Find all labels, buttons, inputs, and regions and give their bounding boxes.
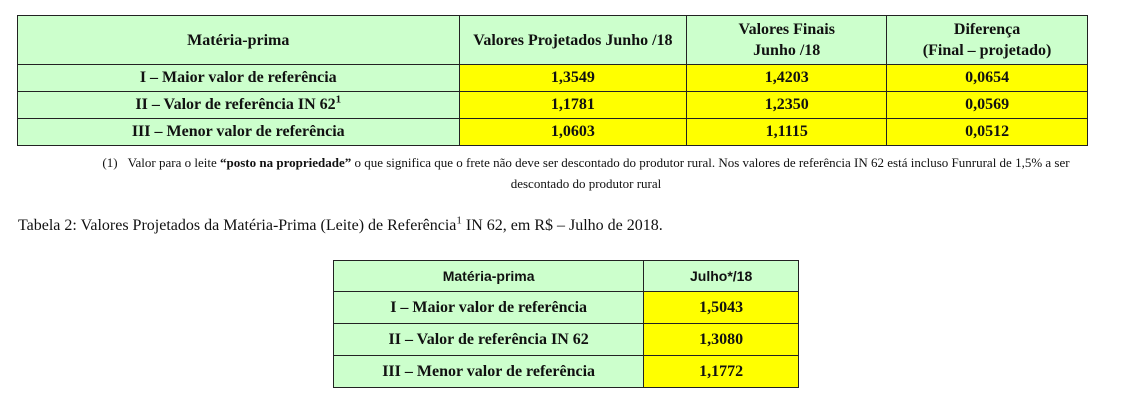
table-row: II – Valor de referência IN 621 1,1781 1… [17,91,1088,119]
table2-caption: Tabela 2: Valores Projetados da Matéria-… [18,214,663,234]
header-diferenca-line1: Diferença [953,21,1021,38]
header-valores-projetados: Valores Projetados Junho /18 [458,15,688,65]
table-row: I – Maior valor de referência 1,5043 [332,291,799,324]
table-row: II – Valor de referência IN 62 1,3080 [332,323,799,356]
table-footnote: (1) Valor para o leite “posto na propried… [78,152,1094,194]
header-diferenca-line2: (Final – projetado) [922,42,1052,59]
header-materia-prima: Matéria-prima [332,260,645,292]
row-label: I – Maior valor de referência [332,291,645,324]
table-header-row: Matéria-prima Julho*/18 [332,260,799,292]
table-header-row: Matéria-prima Valores Projetados Junho /… [17,15,1088,65]
final-value: 1,1115 [686,118,888,146]
header-valores-finais-line2: Junho /18 [753,42,821,59]
diferenca-value: 0,0512 [886,118,1088,146]
projetado-value: 1,0603 [458,118,688,146]
caption-sup: 1 [456,214,462,227]
julho-value: 1,1772 [643,355,799,388]
row-label: II – Valor de referência IN 62 [332,323,645,356]
footnote-text-before: Valor para o leite [127,155,220,170]
final-value: 1,4203 [686,64,888,92]
table-projected-values-july: Matéria-prima Julho*/18 I – Maior valor … [332,260,799,388]
footnote-bold-text: “posto na propriedade” [219,155,352,170]
footnote-marker: 1 [335,93,342,106]
diferenca-value: 0,0654 [886,64,1088,92]
header-valores-finais-line1: Valores Finais [738,21,835,38]
table-projected-values-june: Matéria-prima Valores Projetados Junho /… [17,15,1088,146]
row-label: I – Maior valor de referência [17,64,460,92]
projetado-value: 1,3549 [458,64,688,92]
header-materia-prima: Matéria-prima [17,15,460,65]
header-julho: Julho*/18 [643,260,799,292]
header-diferenca: Diferença (Final – projetado) [886,15,1088,65]
footnote-number: (1) [102,155,118,170]
header-valores-finais: Valores Finais Junho /18 [686,15,888,65]
julho-value: 1,3080 [643,323,799,356]
table-row: III – Menor valor de referência 1,1772 [332,355,799,388]
projetado-value: 1,1781 [458,91,688,119]
table-row: III – Menor valor de referência 1,0603 1… [17,118,1088,146]
table-row: I – Maior valor de referência 1,3549 1,4… [17,64,1088,92]
final-value: 1,2350 [686,91,888,119]
row-label: III – Menor valor de referência [17,118,460,146]
diferenca-value: 0,0569 [886,91,1088,119]
footnote-text-after: o que significa que o frete não deve ser… [351,155,1070,191]
julho-value: 1,5043 [643,291,799,324]
row-label: III – Menor valor de referência [332,355,645,388]
row-label: II – Valor de referência IN 621 [17,91,460,119]
